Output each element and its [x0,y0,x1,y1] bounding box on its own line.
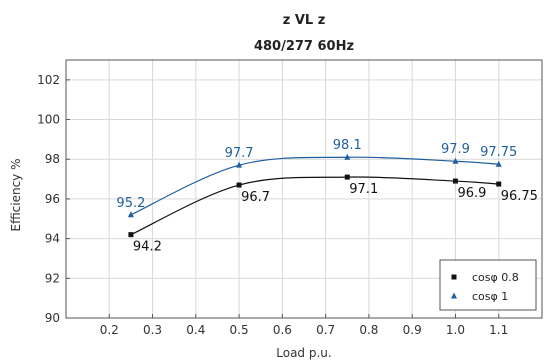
x-axis-label: Load p.u. [276,346,331,360]
x-tick-label: 0.5 [230,323,249,337]
data-label: 97.75 [480,145,517,160]
data-label: 96.75 [501,189,538,204]
data-point-triangle [344,153,351,160]
data-label: 94.2 [133,240,162,255]
y-tick-label: 94 [45,232,60,246]
data-label: 97.1 [349,182,378,197]
legend-label: cosφ 1 [472,290,508,303]
x-tick-label: 0.2 [100,323,119,337]
tick-labels: 0.2 0.3 0.4 0.5 0.6 0.7 0.8 0.9 1.0 1.1 90 92 94 96 98… [37,73,508,337]
data-label: 96.7 [241,190,270,205]
data-label: 97.9 [441,142,470,157]
x-tick-label: 0.4 [186,323,205,337]
x-tick-label: 1.1 [489,323,508,337]
plot-series: 94.2 96.7 97.1 96.9 96.75 95.2 97.7 98.1 97.9 97.… [116,138,538,254]
y-tick-label: 98 [45,152,60,166]
x-tick-label: 0.7 [316,323,335,337]
data-point-square [496,181,502,187]
legend-box [439,259,537,311]
data-point-square [452,178,458,184]
y-tick-label: 92 [45,271,60,285]
series-line [130,176,499,236]
data-label: 97.7 [225,146,254,161]
data-point-triangle [452,157,459,164]
chart-title: z VL z [283,13,326,28]
data-label: 98.1 [333,138,362,153]
data-point-triangle [236,161,243,168]
legend: cosφ 0.8 cosφ 1 [439,259,537,311]
legend-marker-triangle [451,292,457,299]
plot-frame [65,59,543,319]
legend-marker-square [451,274,457,280]
x-tick-label: 0.9 [403,323,422,337]
x-tick-label: 1.0 [446,323,465,337]
data-point-triangle [127,211,134,218]
series-line [130,156,499,216]
chart-subtitle: 480/277 60Hz [254,39,354,54]
data-point-square [344,174,350,180]
y-axis-label: Efficiency % [9,158,23,231]
x-tick-label: 0.6 [273,323,292,337]
y-tick-label: 102 [37,73,60,87]
data-point-square [128,232,134,238]
y-tick-label: 100 [37,113,60,127]
data-label: 95.2 [116,196,145,211]
data-point-square [236,182,242,188]
y-tick-label: 90 [45,311,60,325]
x-tick-label: 0.8 [359,323,378,337]
legend-label: cosφ 0.8 [472,271,519,284]
data-label: 96.9 [457,186,486,201]
x-tick-label: 0.3 [143,323,162,337]
data-point-triangle [495,160,502,167]
y-tick-label: 96 [45,192,60,206]
